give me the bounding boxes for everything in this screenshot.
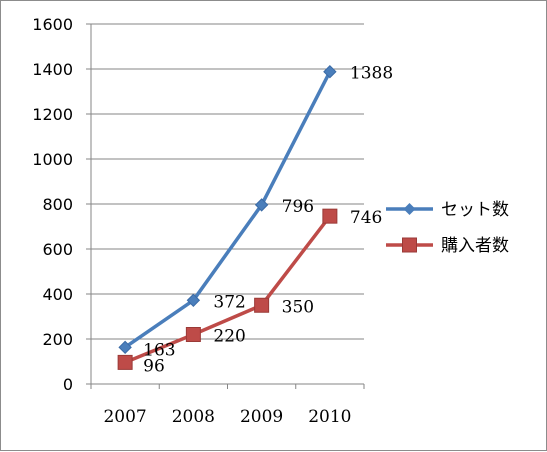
gridlines <box>91 23 364 340</box>
y-tick-label: 600 <box>42 240 73 259</box>
series-point-square <box>322 208 338 224</box>
y-tick-labels: 0 200 400 600 800 1000 1200 1400 1600 <box>32 15 73 394</box>
data-label: 796 <box>282 197 314 217</box>
x-tick-label: 2009 <box>240 407 283 427</box>
legend-item: セット数 <box>386 200 509 220</box>
series-point-diamond <box>118 340 132 355</box>
data-label: 1388 <box>350 64 393 84</box>
y-tick-label: 800 <box>42 195 73 214</box>
series-point-diamond <box>186 293 201 308</box>
y-tick-label: 1200 <box>32 105 73 124</box>
axes <box>86 23 365 389</box>
series-group <box>117 64 338 370</box>
series-point-square <box>254 297 270 313</box>
legend-marker-square <box>402 237 417 253</box>
series-point-square <box>185 327 201 342</box>
legend-marker-diamond <box>403 203 416 215</box>
y-tick-label: 1000 <box>32 150 73 169</box>
x-tick-label: 2008 <box>172 407 215 427</box>
series-point-diamond <box>323 64 337 79</box>
legend-label: 購入者数 <box>441 236 509 256</box>
data-label: 220 <box>213 327 245 347</box>
legend-item: 購入者数 <box>386 236 509 256</box>
data-label: 350 <box>282 297 314 317</box>
y-tick-label: 1400 <box>32 60 73 79</box>
y-tick-label: 0 <box>63 375 73 394</box>
series-point-diamond <box>254 198 269 212</box>
y-tick-label: 400 <box>42 285 73 304</box>
data-label: 746 <box>350 208 382 228</box>
series-line-1 <box>123 69 332 350</box>
y-tick-label: 200 <box>42 330 73 349</box>
series-line-2 <box>123 214 332 365</box>
x-tick-labels: 2007 2008 2009 2010 <box>103 407 351 427</box>
data-label: 96 <box>143 356 165 376</box>
data-label: 163 <box>143 340 175 360</box>
data-labels: 163 372 796 1388 96 220 350 746 <box>143 64 393 377</box>
x-tick-label: 2007 <box>103 407 146 427</box>
series-point-square <box>117 354 133 370</box>
legend-label: セット数 <box>441 200 509 220</box>
data-label: 372 <box>213 292 245 312</box>
y-tick-label: 1600 <box>32 15 73 34</box>
x-tick-label: 2010 <box>308 407 351 427</box>
